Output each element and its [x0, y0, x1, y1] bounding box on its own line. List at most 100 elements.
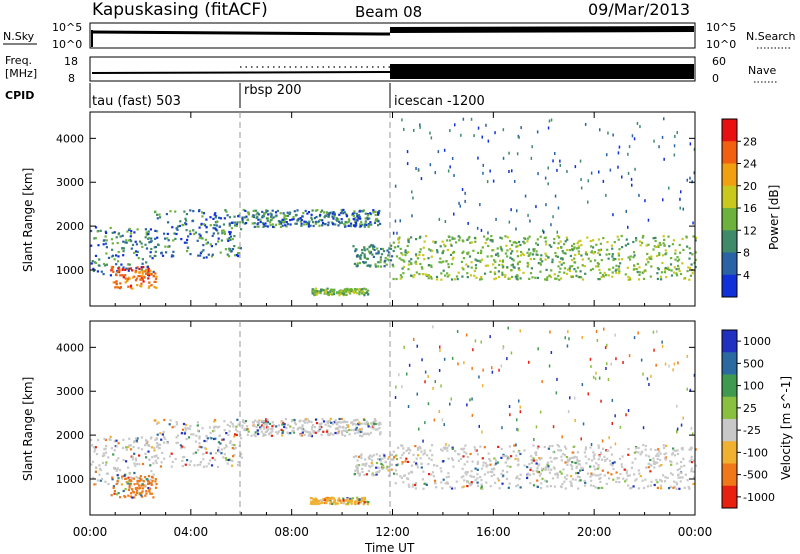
scatter-cell	[443, 243, 446, 246]
scatter-cell	[210, 245, 213, 248]
scatter-cell	[228, 430, 231, 433]
scatter-cell	[333, 421, 336, 424]
scatter-cell	[450, 397, 452, 401]
scatter-cell	[467, 221, 469, 225]
scatter-cell	[532, 459, 536, 462]
scatter-cell	[412, 276, 415, 279]
scatter-cell	[535, 462, 538, 465]
scatter-cell	[356, 459, 359, 462]
scatter-cell	[387, 251, 391, 254]
scatter-cell	[480, 467, 484, 470]
scatter-cell	[575, 472, 578, 475]
scatter-cell	[632, 240, 635, 244]
scatter-cell	[427, 257, 430, 260]
scatter-cell	[504, 252, 507, 255]
scatter-cell	[368, 224, 371, 227]
scatter-cell	[556, 235, 559, 238]
scatter-cell	[219, 217, 222, 220]
scatter-cell	[599, 128, 601, 132]
scatter-cell	[340, 290, 343, 293]
scatter-cell	[300, 219, 303, 222]
scatter-cell	[610, 473, 613, 476]
scatter-cell	[562, 452, 565, 456]
scatter-cell	[490, 474, 493, 478]
scatter-cell	[580, 466, 583, 469]
cpid-program-2: rbsp 200	[244, 83, 302, 98]
scatter-cell	[418, 273, 421, 276]
scatter-cell	[625, 413, 627, 417]
scatter-cell	[364, 261, 367, 264]
scatter-cell	[645, 466, 648, 469]
scatter-cell	[225, 445, 228, 448]
scatter-cell	[549, 276, 552, 279]
scatter-cell	[667, 266, 670, 269]
scatter-cell	[375, 217, 378, 221]
scatter-cell	[395, 277, 398, 281]
scatter-cell	[153, 280, 156, 283]
scatter-cell	[476, 453, 479, 456]
scatter-cell	[286, 432, 289, 435]
scatter-cell	[130, 240, 133, 243]
scatter-cell	[280, 428, 283, 431]
scatter-cell	[514, 241, 517, 244]
scatter-cell	[439, 257, 442, 260]
scatter-cell	[515, 477, 518, 480]
scatter-cell	[446, 446, 449, 449]
scatter-cell	[677, 267, 680, 270]
scatter-cell	[362, 209, 365, 212]
scatter-cell	[544, 479, 547, 482]
scatter-cell	[337, 224, 340, 227]
scatter-cell	[156, 213, 159, 216]
scatter-cell	[109, 274, 112, 277]
scatter-cell	[504, 455, 507, 458]
scatter-cell	[314, 502, 317, 505]
scatter-cell	[376, 457, 380, 461]
scatter-cell	[198, 437, 201, 440]
scatter-cell	[124, 281, 127, 284]
scatter-cell	[569, 254, 572, 258]
scatter-cell	[644, 199, 646, 203]
scatter-cell	[105, 239, 108, 242]
scatter-cell	[449, 243, 452, 246]
scatter-cell	[440, 448, 443, 451]
scatter-cell	[661, 135, 664, 139]
scatter-cell	[354, 221, 358, 224]
scatter-cell	[415, 253, 418, 256]
scatter-cell	[614, 258, 617, 261]
scatter-cell	[417, 446, 420, 450]
scatter-cell	[694, 266, 697, 269]
scatter-cell	[440, 278, 443, 281]
scatter-cell	[455, 480, 458, 483]
scatter-cell	[283, 220, 286, 223]
scatter-cell	[401, 118, 403, 122]
scatter-cell	[406, 372, 408, 376]
scatter-cell	[343, 434, 347, 437]
scatter-cell	[636, 270, 639, 274]
scatter-cell	[318, 224, 321, 227]
scatter-cell	[419, 457, 422, 460]
scatter-cell	[338, 213, 341, 216]
scatter-cell	[320, 433, 323, 436]
scatter-cell	[127, 476, 130, 479]
scatter-cell	[345, 293, 348, 296]
scatter-cell	[188, 463, 191, 466]
scatter-cell	[606, 471, 610, 474]
scatter-cell	[629, 258, 632, 261]
scatter-cell	[510, 264, 513, 267]
scatter-cell	[565, 478, 568, 481]
scatter-cell	[133, 471, 136, 475]
scatter-cell	[528, 235, 531, 238]
scatter-cell	[563, 454, 566, 457]
scatter-cell	[556, 168, 558, 172]
scatter-cell	[538, 474, 541, 477]
scatter-cell	[235, 223, 238, 226]
scatter-cell	[251, 215, 254, 218]
scatter-cell	[523, 242, 526, 245]
scatter-cell	[309, 434, 312, 437]
scatter-cell	[618, 145, 621, 149]
scatter-cell	[402, 447, 405, 450]
scatter-cell	[592, 246, 595, 249]
scatter-cell	[90, 262, 93, 265]
scatter-cell	[157, 457, 160, 460]
scatter-cell	[363, 225, 366, 228]
